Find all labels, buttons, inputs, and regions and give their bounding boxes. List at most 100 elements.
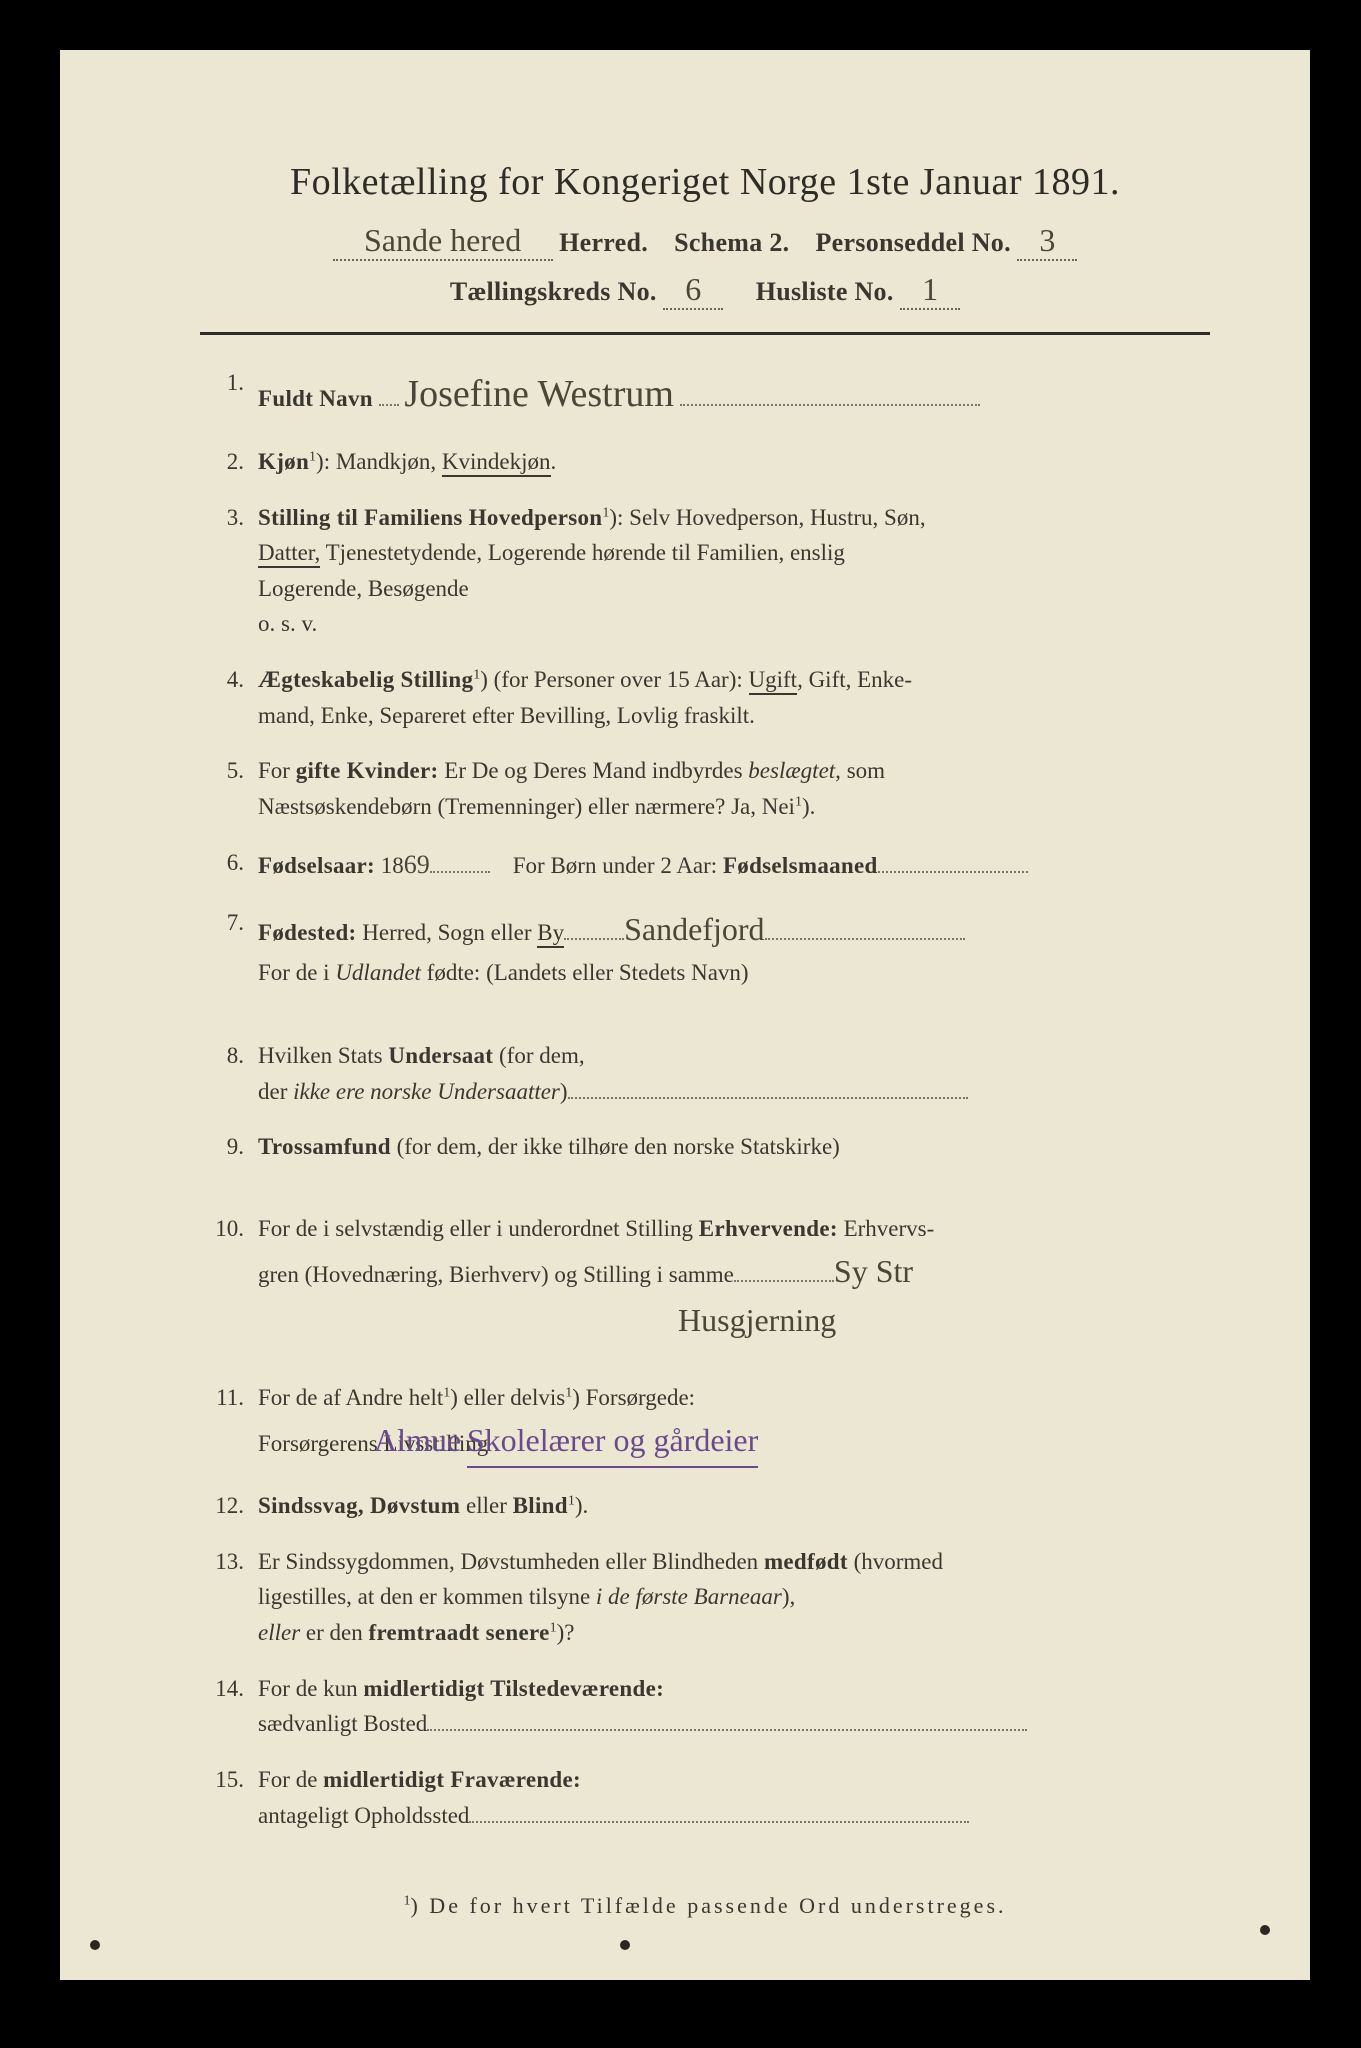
item-11: For de af Andre helt1) eller delvis1) Fo… xyxy=(200,1380,1210,1468)
i10-val1: Sy Str xyxy=(834,1247,913,1297)
i5-pre: For xyxy=(258,758,296,783)
i10-l1tail: Erhvervs- xyxy=(838,1216,934,1241)
footer-note: 1) De for hvert Tilfælde passende Ord un… xyxy=(200,1893,1210,1919)
i6-year: 69 xyxy=(404,845,430,885)
item-14: For de kun midlertidigt Tilstedeværende:… xyxy=(200,1671,1210,1742)
dotfill xyxy=(765,917,965,940)
i13-l3italic: eller xyxy=(258,1620,300,1645)
kreds-no: 6 xyxy=(663,271,723,310)
i15-label: midlertidigt Fraværende: xyxy=(323,1767,581,1792)
i5-l1end: som xyxy=(841,758,885,783)
i5-l2: Næstsøskendebørn (Tremenninger) eller næ… xyxy=(258,794,795,819)
i4-label: Ægteskabelig Stilling xyxy=(258,667,473,692)
item-9: Trossamfund (for dem, der ikke tilhøre d… xyxy=(200,1129,1210,1191)
herred-value: Sande hered xyxy=(333,222,553,261)
i11-value: Skolelærer og gårdeier xyxy=(467,1416,758,1469)
i5-l2end: ). xyxy=(802,794,815,819)
i2-tail: ): Mandkjøn, xyxy=(316,449,442,474)
i7-l2italic: Udlandet xyxy=(335,960,421,985)
item-6: Fødselsaar: 1869 For Børn under 2 Aar: F… xyxy=(200,845,1210,885)
i2-label: Kjøn xyxy=(258,449,309,474)
item-7: Fødested: Herred, Sogn eller By Sandefjor… xyxy=(200,905,1210,1018)
i13-l1pre: Er Sindssygdommen, Døvstumheden eller Bl… xyxy=(258,1549,764,1574)
i4-underlined: Ugift xyxy=(749,667,798,695)
i8-l2pre: der xyxy=(258,1079,293,1104)
i1-label: Fuldt Navn xyxy=(258,386,373,411)
i7-underlined: By xyxy=(537,920,564,948)
schema-label: Schema 2. xyxy=(674,228,789,257)
i7-label: Fødested: xyxy=(258,920,357,945)
i14-l2: sædvanligt Bosted xyxy=(258,1711,427,1736)
item-3: Stilling til Familiens Hovedperson1): Se… xyxy=(200,500,1210,643)
pin-icon xyxy=(90,1940,100,1950)
i13-l2tail: ), xyxy=(782,1584,795,1609)
i3-l2rest: Tjenestetydende, Logerende hørende til F… xyxy=(320,540,845,565)
footer-text: ) De for hvert Tilfælde passende Ord und… xyxy=(410,1893,1006,1918)
i15-l2: antageligt Opholdssted xyxy=(258,1803,469,1828)
i2-underlined: Kvindekjøn xyxy=(442,449,551,477)
pin-icon xyxy=(1260,1925,1270,1935)
i15-pre: For de xyxy=(258,1767,323,1792)
i13-sup: 1 xyxy=(550,1620,557,1635)
dotfill xyxy=(564,917,624,940)
i12-end: ). xyxy=(575,1493,588,1518)
i4-l1tail: , Gift, Enke- xyxy=(797,667,912,692)
i10-l1pre: For de i selvstændig eller i underordnet… xyxy=(258,1216,699,1241)
dotfill xyxy=(680,383,980,406)
i14-pre: For de kun xyxy=(258,1676,363,1701)
header-line-1: Sande hered Herred. Schema 2. Personsedd… xyxy=(200,222,1210,261)
i14-label: midlertidigt Tilstedeværende: xyxy=(363,1676,664,1701)
i8-l2italic: ikke ere norske Undersaatter xyxy=(293,1079,560,1104)
dotfill xyxy=(427,1708,1027,1731)
i7-l2tail: fødte: (Landets eller Stedets Navn) xyxy=(421,960,749,985)
dotfill xyxy=(568,1076,968,1099)
header-line-2: Tællingskreds No. 6 Husliste No. 1 xyxy=(200,271,1210,310)
item-10: For de i selvstændig eller i underordnet… xyxy=(200,1211,1210,1360)
kreds-label: Tællingskreds No. xyxy=(450,277,657,306)
i5-sup: 1 xyxy=(795,794,802,809)
i1-value: Josefine Westrum xyxy=(404,365,674,424)
item-1: Fuldt Navn Josefine Westrum xyxy=(200,365,1210,424)
husliste-no: 1 xyxy=(900,271,960,310)
i3-l4: o. s. v. xyxy=(258,611,317,636)
i5-l1tail: Er De og Deres Mand indbyrdes xyxy=(439,758,749,783)
item-12: Sindssvag, Døvstum eller Blind1). xyxy=(200,1488,1210,1524)
i12-label2: Blind xyxy=(513,1493,568,1518)
i4-l2: mand, Enke, Separeret efter Bevilling, L… xyxy=(258,703,755,728)
i6-label2: Fødselsmaaned xyxy=(723,853,878,878)
item-8: Hvilken Stats Undersaat (for dem, der ik… xyxy=(200,1038,1210,1109)
pin-icon xyxy=(620,1940,630,1950)
husliste-label: Husliste No. xyxy=(756,277,894,306)
i9-tail: (for dem, der ikke tilhøre den norske St… xyxy=(391,1134,840,1159)
i13-l1tail: (hvormed xyxy=(848,1549,943,1574)
i12-mid: eller xyxy=(460,1493,512,1518)
i13-l3mid: er den xyxy=(300,1620,368,1645)
item-15: For de midlertidigt Fraværende: antageli… xyxy=(200,1762,1210,1833)
i13-l3label: fremtraadt senere xyxy=(368,1620,549,1645)
herred-label: Herred. xyxy=(559,228,648,257)
i8-l1: Hvilken Stats xyxy=(258,1043,388,1068)
i6-label: Fødselsaar: xyxy=(258,853,375,878)
i6-yearpre: 18 xyxy=(375,853,404,878)
i13-l3end: )? xyxy=(557,1620,575,1645)
i7-l1mid: Herred, Sogn eller xyxy=(357,920,538,945)
item-2: Kjøn1): Mandkjøn, Kvindekjøn. xyxy=(200,444,1210,480)
i12-sup: 1 xyxy=(568,1494,575,1509)
i5-label: gifte Kvinder: xyxy=(296,758,439,783)
dotfill xyxy=(430,850,490,873)
dotfill xyxy=(734,1259,834,1282)
i9-label: Trossamfund xyxy=(258,1134,391,1159)
i8-label: Undersaat xyxy=(388,1043,493,1068)
i2-sup: 1 xyxy=(309,449,316,464)
i7-value: Sandefjord xyxy=(624,905,764,955)
i11-l1pre: For de af Andre helt xyxy=(258,1385,443,1410)
i10-label: Erhvervende: xyxy=(699,1216,838,1241)
i7-l2pre: For de i xyxy=(258,960,335,985)
i13-l2pre: ligestilles, at den er kommen tilsyne xyxy=(258,1584,596,1609)
dotfill xyxy=(379,383,399,406)
i10-val2: Husgjerning xyxy=(678,1296,836,1346)
personseddel-no: 3 xyxy=(1017,222,1077,261)
i13-label: medfødt xyxy=(764,1549,848,1574)
i10-l2: gren (Hovednæring, Bierhverv) og Stillin… xyxy=(258,1262,734,1287)
item-13: Er Sindssygdommen, Døvstumheden eller Bl… xyxy=(200,1544,1210,1651)
